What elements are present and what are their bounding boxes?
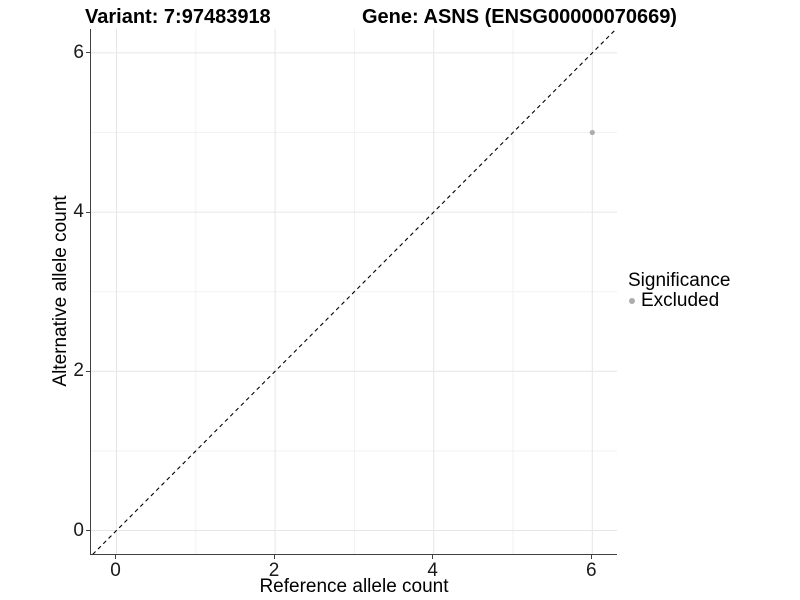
x-axis-title: Reference allele count [259, 576, 449, 597]
y-axis-tick-label: 6 [73, 41, 84, 63]
legend-item-label: Excluded [641, 290, 720, 311]
legend-item-excluded: Excluded [628, 291, 730, 311]
x-axis-tick [273, 555, 275, 559]
y-axis-tick [86, 211, 90, 213]
x-axis-tick-label: 2 [268, 560, 280, 581]
data-point-excluded [589, 129, 595, 136]
x-axis-tick [115, 555, 116, 559]
y-axis-tick [86, 52, 90, 54]
identity-dashed-line [92, 29, 617, 554]
legend: Significance Excluded [628, 270, 730, 311]
y-axis-title: Alternative allele count [50, 195, 71, 387]
x-axis-tick-label: 4 [427, 560, 438, 581]
plot-title-variant: Variant: 7:97483918 [85, 6, 271, 28]
plot-title-gene: Gene: ASNS (ENSG00000070669) [362, 6, 677, 28]
y-axis-tick [86, 370, 90, 372]
x-axis-tick-label: 0 [110, 560, 121, 581]
legend-title: Significance [628, 270, 731, 291]
y-axis-tick [86, 530, 90, 531]
plot-canvas [91, 29, 617, 554]
x-axis-tick-label: 6 [586, 560, 597, 581]
y-axis-tick-label: 2 [73, 360, 84, 382]
legend-point-swatch [629, 298, 635, 304]
x-axis-tick [432, 555, 434, 559]
plot-panel [90, 29, 617, 555]
x-axis-tick [590, 555, 592, 559]
y-axis-tick-label: 0 [73, 519, 84, 541]
y-axis-tick-label: 4 [73, 201, 84, 223]
